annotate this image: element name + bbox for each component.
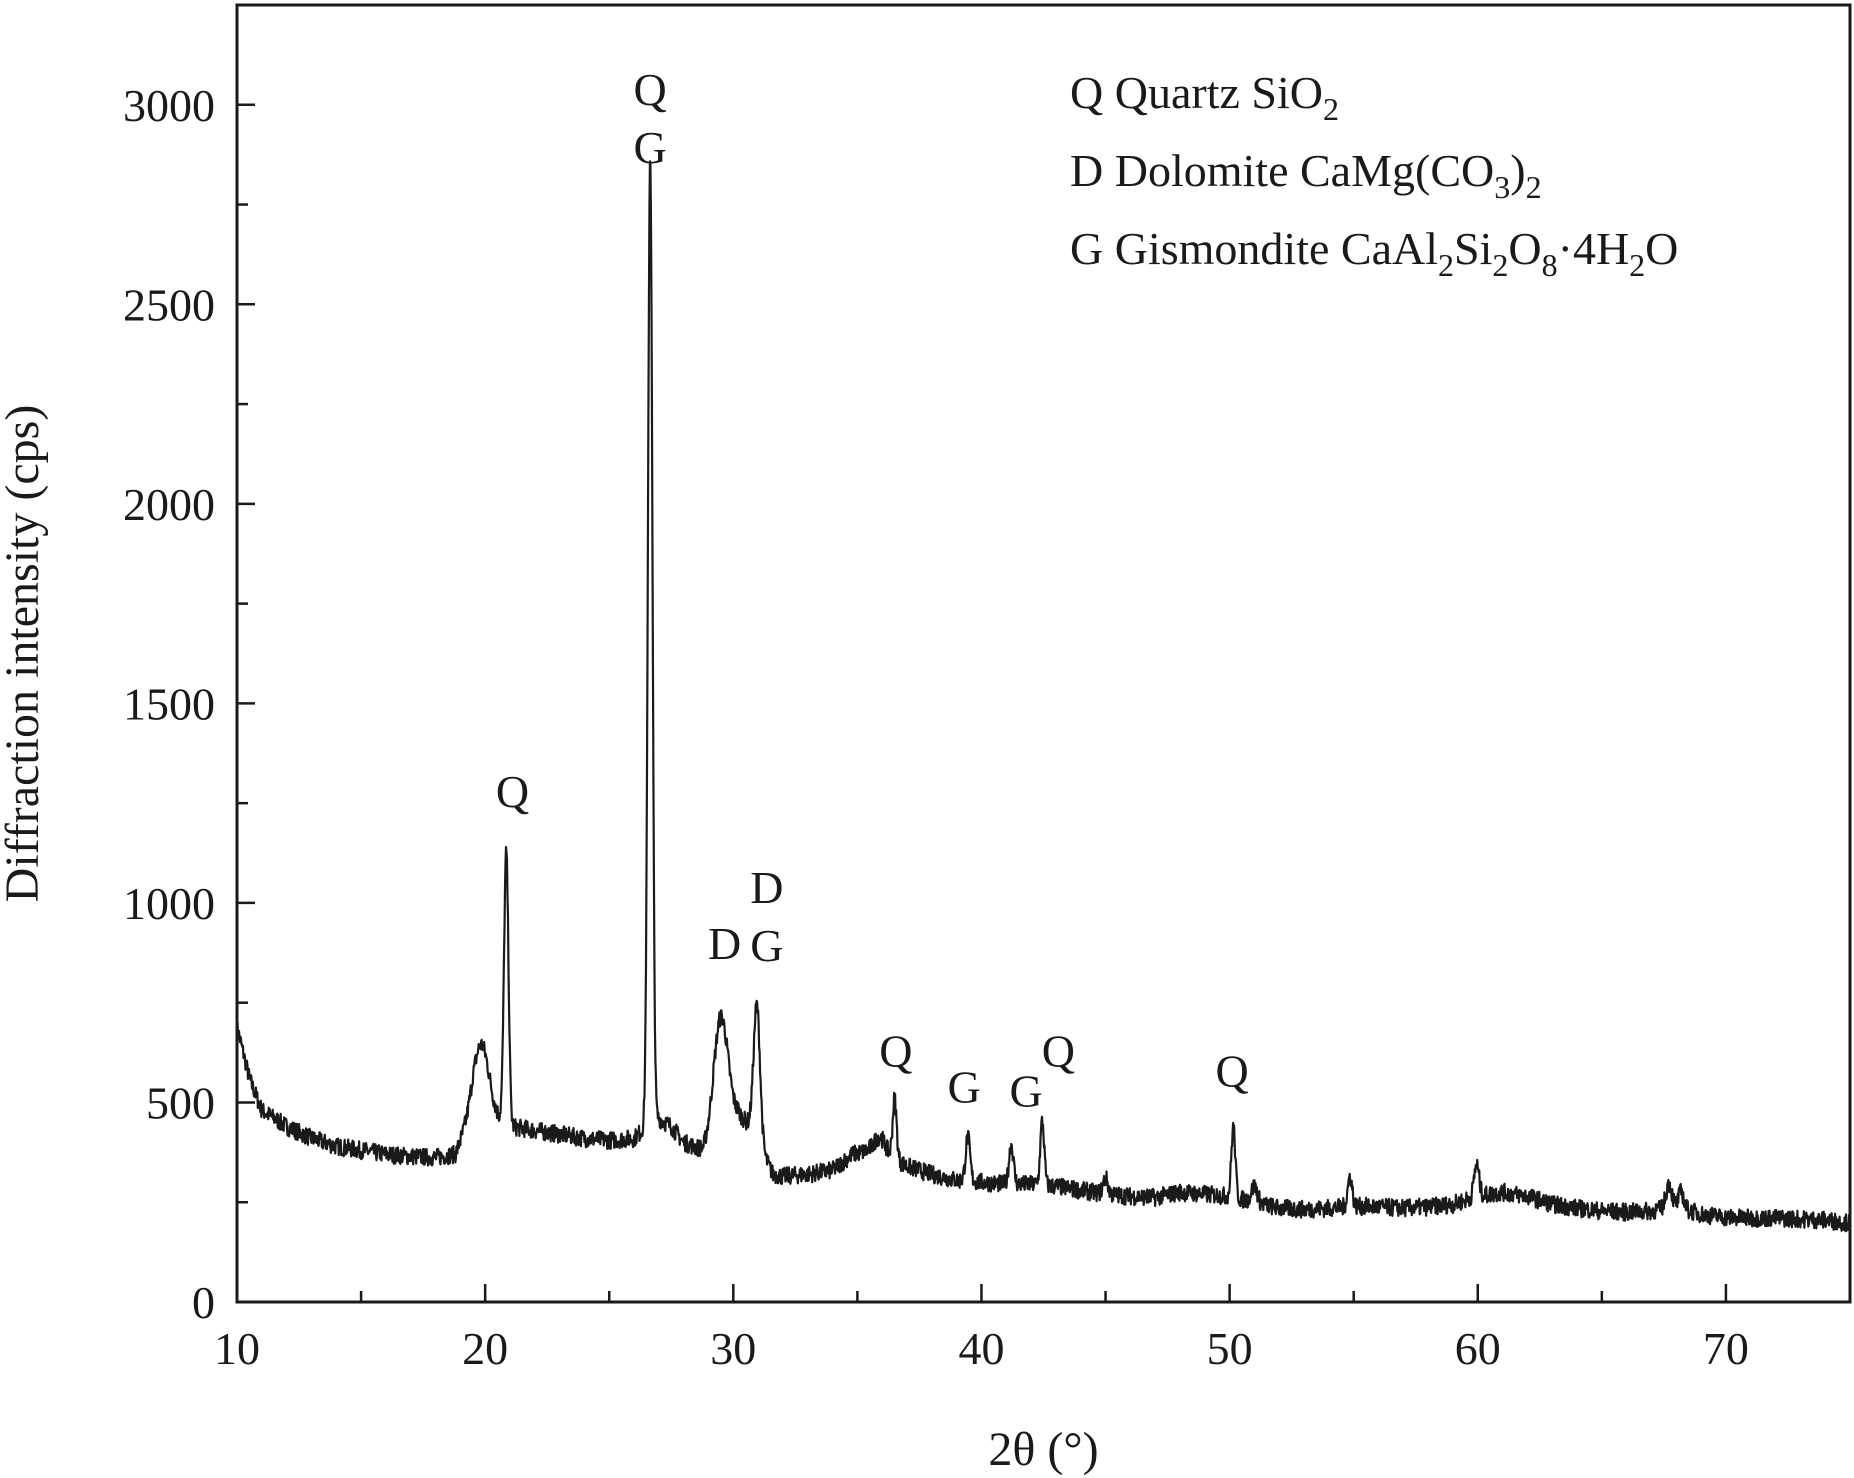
x-tick-label: 10 bbox=[214, 1323, 260, 1374]
legend-name: Quartz bbox=[1115, 67, 1252, 118]
peak-label: D bbox=[708, 918, 741, 969]
legend-formula-text: O bbox=[1645, 223, 1678, 274]
y-tick-label: 3000 bbox=[123, 80, 215, 131]
legend-formula-subscript: 2 bbox=[1323, 91, 1339, 127]
legend-formula-subscript: 2 bbox=[1526, 169, 1542, 205]
legend-formula-subscript: 2 bbox=[1438, 247, 1454, 283]
y-tick-label: 2000 bbox=[123, 479, 215, 530]
peak-label: D bbox=[750, 862, 783, 913]
x-tick-label: 50 bbox=[1207, 1323, 1253, 1374]
peak-label: G bbox=[750, 920, 783, 971]
legend-symbol: G bbox=[1070, 223, 1115, 274]
legend-symbol: Q bbox=[1070, 67, 1115, 118]
legend-formula-text: SiO bbox=[1251, 67, 1323, 118]
legend-formula-text: Si bbox=[1454, 223, 1492, 274]
x-axis-label: 2θ (°) bbox=[988, 1423, 1098, 1476]
legend-formula-text: CaAl bbox=[1341, 223, 1438, 274]
y-tick-label: 1000 bbox=[123, 878, 215, 929]
peak-label: G bbox=[1010, 1065, 1043, 1116]
legend-formula-text: O bbox=[1508, 223, 1541, 274]
x-tick-label: 70 bbox=[1703, 1323, 1749, 1374]
xrd-pattern-line bbox=[235, 160, 1852, 1233]
plot-frame bbox=[235, 3, 1852, 1304]
peak-label: Q bbox=[634, 64, 667, 115]
legend-symbol: D bbox=[1070, 145, 1115, 196]
y-tick-label: 500 bbox=[146, 1077, 215, 1128]
legend-formula-text: ·4H bbox=[1558, 223, 1630, 274]
legend-formula-subscript: 3 bbox=[1494, 169, 1510, 205]
legend-formula-subscript: 2 bbox=[1492, 247, 1508, 283]
legend-formula-text: CaMg(CO bbox=[1300, 145, 1494, 196]
legend-formula-text: ) bbox=[1510, 145, 1525, 196]
peak-label: Q bbox=[496, 766, 529, 817]
x-tick-label: 60 bbox=[1455, 1323, 1501, 1374]
legend-formula-subscript: 2 bbox=[1629, 247, 1645, 283]
axis-ticks: 10 20 30 40 50 60 70 0 500 1000 1500 2000 2500 3000 bbox=[123, 3, 1852, 1374]
legend-entry: G Gismondite CaAl2Si2O8·4H2O bbox=[1070, 223, 1678, 283]
x-tick-label: 20 bbox=[462, 1323, 508, 1374]
peak-label: Q bbox=[879, 1026, 912, 1077]
axes bbox=[235, 3, 1852, 1304]
peak-label: Q bbox=[1042, 1026, 1075, 1077]
series-group bbox=[235, 160, 1852, 1233]
y-tick-label: 2500 bbox=[123, 279, 215, 330]
legend-entry: Q Quartz SiO2 bbox=[1070, 67, 1339, 127]
peak-label: G bbox=[947, 1061, 980, 1112]
legend-name: Gismondite bbox=[1115, 223, 1341, 274]
x-tick-label: 40 bbox=[958, 1323, 1004, 1374]
legend-entry: D Dolomite CaMg(CO3)2 bbox=[1070, 145, 1542, 205]
legend-formula-subscript: 8 bbox=[1542, 247, 1558, 283]
y-axis-label: Diffraction intensity (cps) bbox=[0, 405, 49, 903]
y-tick-label: 1500 bbox=[123, 678, 215, 729]
peak-label: G bbox=[634, 122, 667, 173]
legend-name: Dolomite bbox=[1115, 145, 1300, 196]
x-tick-label: 30 bbox=[710, 1323, 756, 1374]
y-tick-label: 0 bbox=[192, 1277, 215, 1328]
peak-label: Q bbox=[1215, 1045, 1248, 1096]
